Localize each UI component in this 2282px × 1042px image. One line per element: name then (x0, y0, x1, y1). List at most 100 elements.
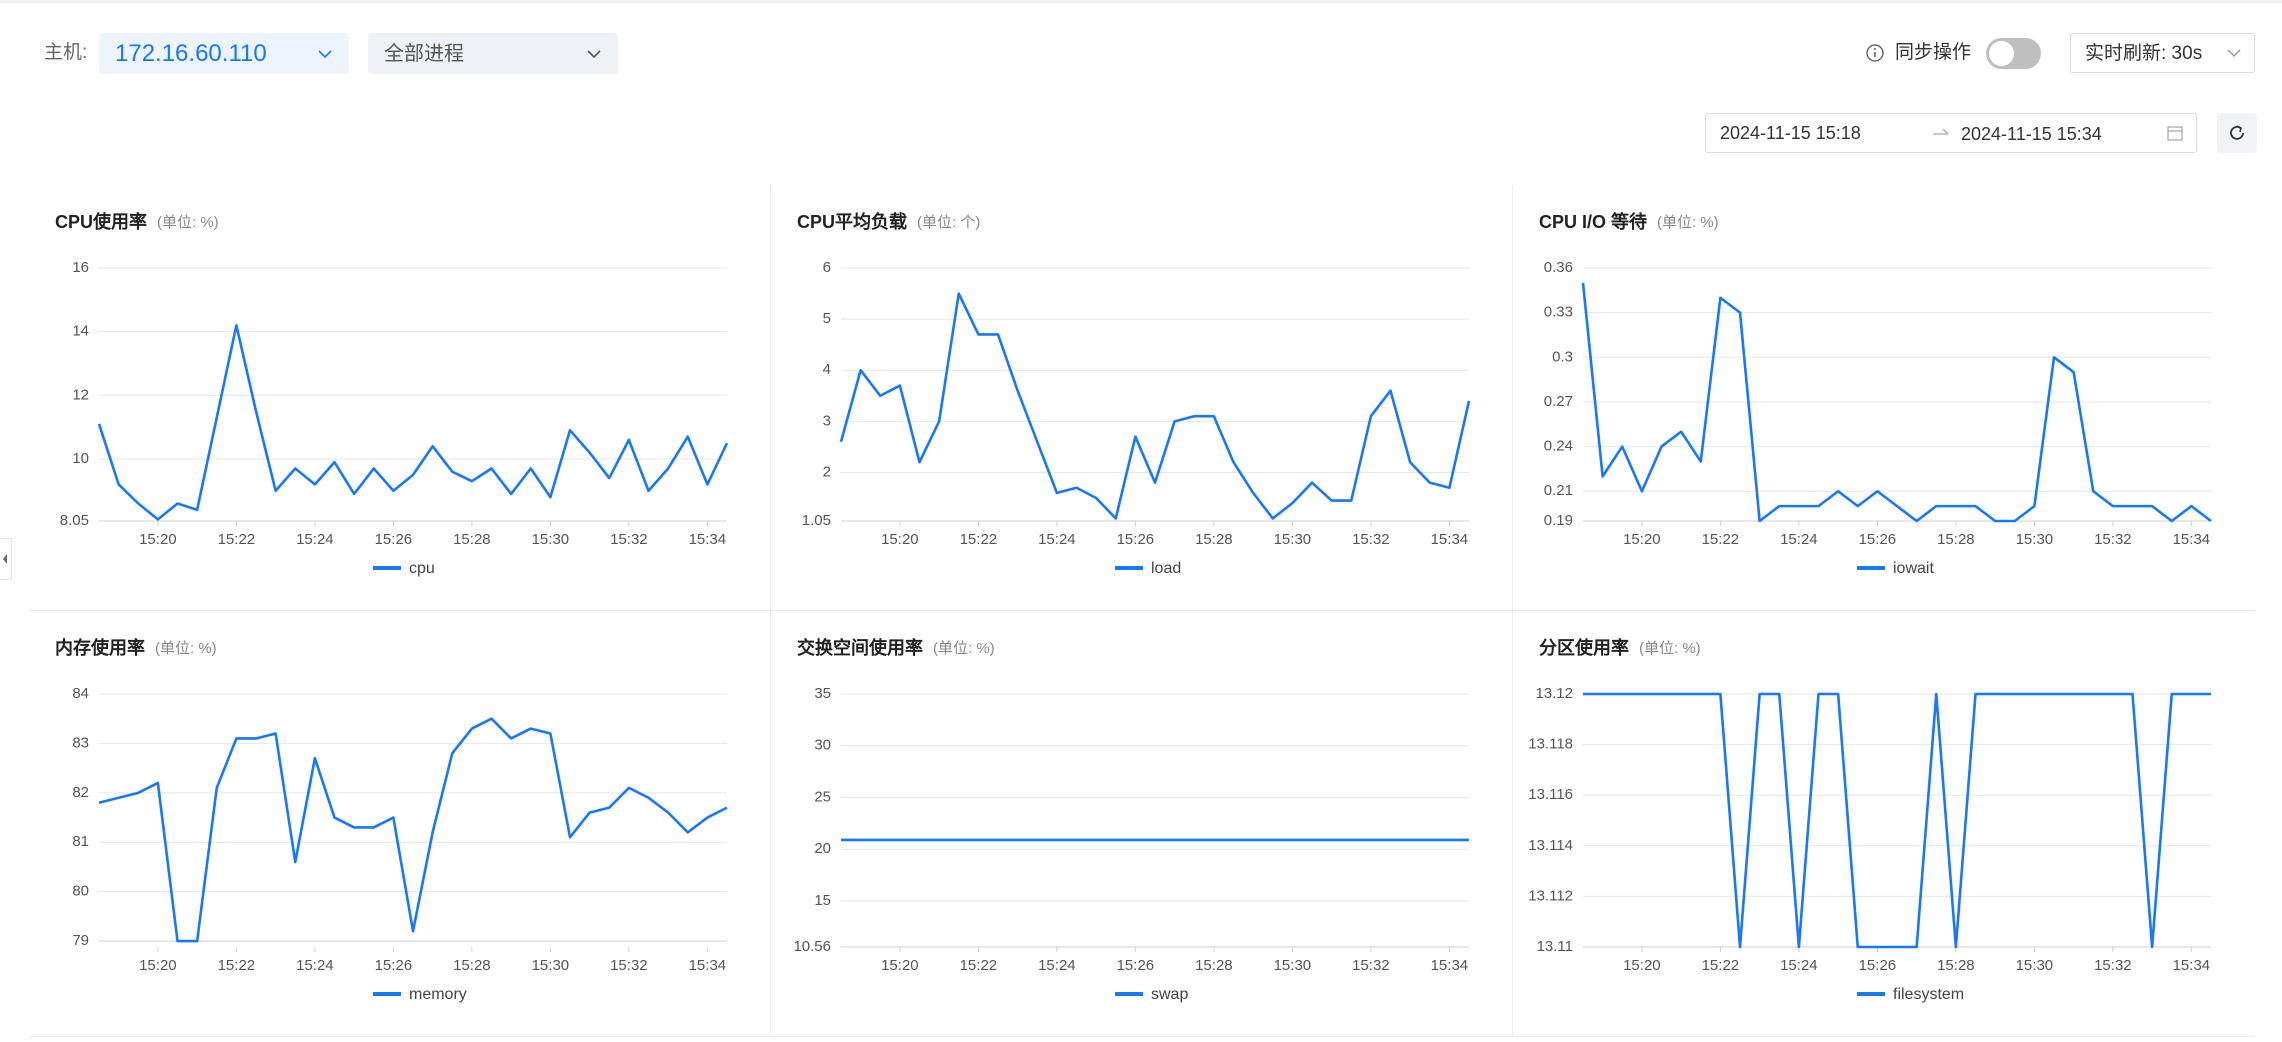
chart-title-text: CPU平均负载 (797, 211, 907, 232)
y-tick-label: 4 (823, 361, 831, 378)
sync-toggle[interactable] (1986, 38, 2041, 69)
chart-title: 分区使用率 (单位: %) (1539, 637, 1701, 658)
x-tick-label: 15:32 (1352, 531, 1390, 548)
y-tick-label: 80 (72, 883, 89, 900)
x-tick-label: 15:32 (1352, 957, 1390, 974)
x-tick-label: 15:24 (1780, 531, 1818, 548)
chart-panel: CPU使用率 (单位: %) 8.05 10 12 14 16 15:20 15:22 15:24… (29, 185, 771, 611)
y-tick-label: 16 (72, 259, 89, 276)
chart-title: CPU使用率 (单位: %) (55, 211, 219, 232)
chart-title: 内存使用率 (单位: %) (55, 637, 217, 658)
chart-title-text: CPU I/O 等待 (1539, 211, 1647, 232)
y-tick-label: 13.11 (1537, 938, 1573, 955)
y-tick-label: 15 (814, 892, 831, 909)
chart-unit: (单位: %) (1639, 640, 1701, 657)
x-tick-label: 15:22 (1702, 531, 1740, 548)
y-tick-label: 13.114 (1528, 837, 1573, 854)
x-tick-label: 15:28 (1195, 957, 1233, 974)
x-tick-label: 15:24 (1038, 957, 1076, 974)
data-line (1583, 692, 2211, 949)
x-tick-label: 15:28 (453, 957, 491, 974)
x-tick-label: 15:34 (1431, 531, 1469, 548)
host-value: 172.16.60.110 (115, 39, 267, 67)
y-tick-label: 6 (823, 259, 831, 276)
x-tick-label: 15:32 (610, 957, 648, 974)
y-tick-label: 2 (823, 463, 831, 480)
legend-label: cpu (409, 560, 435, 577)
date-range[interactable]: 2024-11-15 15:18 2024-11-15 15:34 (1705, 113, 2197, 153)
host-select[interactable]: 172.16.60.110 (99, 33, 349, 74)
x-tick-label: 15:34 (2173, 531, 2211, 548)
chart-title: 交换空间使用率 (单位: %) (797, 637, 995, 658)
y-tick-label: 13.118 (1528, 736, 1573, 753)
x-tick-label: 15:26 (375, 957, 413, 974)
chart-panel: 交换空间使用率 (单位: %) 10.56 15 20 25 30 35 15:20 15:22 1… (771, 611, 1513, 1037)
chart-unit: (单位: 个) (917, 214, 980, 231)
y-tick-label: 5 (823, 310, 831, 327)
x-tick-label: 15:22 (218, 957, 256, 974)
y-tick-label: 20 (814, 840, 831, 857)
sync-label: 同步操作 (1895, 42, 1972, 63)
chart-unit: (单位: %) (1657, 214, 1719, 231)
reload-icon (2230, 125, 2244, 140)
chart-panel: CPU平均负载 (单位: 个) 1.05 2 3 4 5 6 15:20 15:22 15:24 15… (771, 185, 1513, 611)
y-tick-label: 8.05 (60, 512, 89, 529)
caret-icon (3, 554, 7, 564)
x-tick-label: 15:20 (881, 957, 919, 974)
process-select[interactable]: 全部进程 (368, 33, 618, 74)
x-tick-label: 15:30 (2016, 531, 2054, 548)
x-tick-label: 15:22 (218, 531, 256, 548)
info-icon[interactable] (1865, 43, 1885, 63)
y-tick-label: 79 (72, 932, 89, 949)
x-tick-label: 15:26 (1117, 957, 1155, 974)
x-tick-label: 15:22 (960, 957, 998, 974)
y-tick-label: 13.116 (1528, 786, 1573, 803)
y-tick-label: 0.3 (1552, 348, 1573, 365)
chart-title: CPU I/O 等待 (单位: %) (1539, 211, 1719, 232)
y-tick-label: 82 (72, 784, 89, 801)
x-tick-label: 15:20 (139, 957, 177, 974)
x-tick-label: 15:30 (1274, 531, 1312, 548)
chevron (2227, 49, 2241, 57)
y-tick-label: 25 (814, 788, 831, 805)
data-line (1581, 282, 2212, 523)
y-tick-label: 10 (72, 450, 89, 467)
date-start[interactable]: 2024-11-15 15:18 (1720, 123, 1861, 143)
chevron (587, 49, 601, 58)
date-end[interactable]: 2024-11-15 15:34 (1961, 124, 2102, 144)
x-tick-label: 15:28 (1195, 531, 1233, 548)
x-tick-label: 15:34 (1431, 957, 1469, 974)
x-tick-label: 15:24 (1038, 531, 1076, 548)
refresh-select[interactable]: 实时刷新: 30s (2070, 33, 2255, 73)
calendar-icon (2167, 126, 2183, 141)
y-tick-label: 3 (823, 412, 831, 429)
legend-label: memory (409, 986, 467, 1003)
legend-label: swap (1151, 986, 1188, 1003)
y-tick-label: 83 (72, 734, 89, 751)
chart-title-text: CPU使用率 (55, 211, 147, 232)
x-tick-label: 15:34 (689, 957, 727, 974)
chart-panel: 内存使用率 (单位: %) 79 80 81 82 83 84 15:20 15:22 15:24 1… (29, 611, 771, 1037)
y-tick-label: 81 (72, 833, 89, 850)
y-tick-label: 0.36 (1544, 259, 1573, 276)
y-tick-label: 1.05 (802, 512, 831, 529)
data-line (839, 292, 1471, 520)
legend-label: filesystem (1893, 986, 1964, 1003)
x-tick-label: 15:20 (881, 531, 919, 548)
y-tick-label: 14 (72, 323, 89, 340)
chart-title: CPU平均负载 (单位: 个) (797, 211, 980, 232)
host-label: 主机: (44, 42, 88, 63)
x-tick-label: 15:32 (610, 531, 648, 548)
chart-title-text: 交换空间使用率 (797, 637, 923, 658)
x-tick-label: 15:30 (532, 957, 570, 974)
refresh-value: 实时刷新: 30s (2085, 42, 2203, 64)
x-tick-label: 15:24 (1780, 957, 1818, 974)
side-collapse[interactable] (0, 538, 12, 580)
y-tick-label: 0.21 (1544, 482, 1573, 499)
x-tick-label: 15:24 (296, 957, 334, 974)
chart-panel: 分区使用率 (单位: %) 13.11 13.112 13.114 13.116 13.11… (1513, 637, 2255, 1037)
x-tick-label: 15:22 (960, 531, 998, 548)
x-tick-label: 15:26 (1859, 531, 1897, 548)
reload-button[interactable] (2217, 113, 2257, 153)
x-tick-label: 15:34 (2173, 957, 2211, 974)
